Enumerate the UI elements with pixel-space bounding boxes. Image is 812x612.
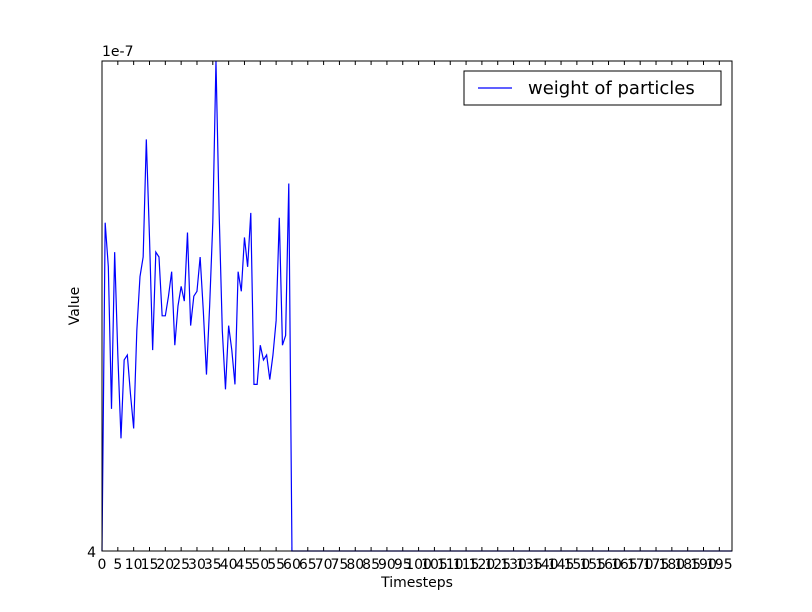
legend-entry-weight-of-particles: weight of particles [528, 78, 695, 99]
x-tick-label: 155 [579, 557, 606, 573]
offset-label: 1e-7 [102, 44, 133, 60]
x-tick-label: 115 [453, 557, 480, 573]
x-tick-label: 80 [346, 557, 364, 573]
x-tick-label: 185 [674, 557, 701, 573]
x-axis-ticks: 0 5 10152025303540455055606570758085909510… [98, 61, 733, 573]
x-tick-label: 165 [611, 557, 638, 573]
x-tick-label: 125 [484, 557, 511, 573]
x-tick-label: 40 [220, 557, 238, 573]
x-tick-label: 95 [394, 557, 412, 573]
x-tick-label: 140 [532, 557, 559, 573]
x-tick-label: 120 [469, 557, 496, 573]
y-axis-label: Value [67, 287, 83, 325]
x-tick-label: 0 [98, 557, 107, 573]
x-tick-label: 190 [690, 557, 717, 573]
x-tick-label: 170 [627, 557, 654, 573]
x-tick-label: 75 [331, 557, 349, 573]
plot-area [102, 61, 732, 551]
y-axis-ticks: 4 [87, 545, 96, 561]
x-tick-label: 145 [548, 557, 575, 573]
x-tick-label: 150 [564, 557, 591, 573]
x-tick-label: 130 [500, 557, 527, 573]
x-tick-label: 45 [236, 557, 254, 573]
x-tick-label: 160 [595, 557, 622, 573]
x-tick-label: 70 [315, 557, 333, 573]
y-tick-label: 4 [87, 545, 96, 561]
x-tick-label: 105 [421, 557, 448, 573]
x-tick-label: 195 [706, 557, 733, 573]
x-tick-label: 90 [378, 557, 396, 573]
x-tick-label: 5 [113, 557, 122, 573]
plot-frame [101, 60, 733, 552]
x-tick-label: 30 [188, 557, 206, 573]
x-tick-label: 60 [283, 557, 301, 573]
x-tick-label: 180 [658, 557, 685, 573]
x-tick-label: 10 [125, 557, 143, 573]
x-tick-label: 25 [172, 557, 190, 573]
x-tick-label: 100 [405, 557, 432, 573]
x-tick-label: 35 [204, 557, 222, 573]
x-tick-label: 85 [362, 557, 380, 573]
x-tick-label: 110 [437, 557, 464, 573]
x-tick-label: 135 [516, 557, 543, 573]
series-line-weight-of-particles [101, 60, 732, 552]
x-tick-label: 20 [156, 557, 174, 573]
x-tick-label: 15 [141, 557, 159, 573]
x-tick-label: 175 [643, 557, 670, 573]
x-tick-label: 55 [267, 557, 285, 573]
x-tick-label: 50 [251, 557, 269, 573]
x-tick-label: 65 [299, 557, 317, 573]
x-axis-label: Timesteps [380, 575, 453, 591]
legend: weight of particles [463, 70, 722, 106]
